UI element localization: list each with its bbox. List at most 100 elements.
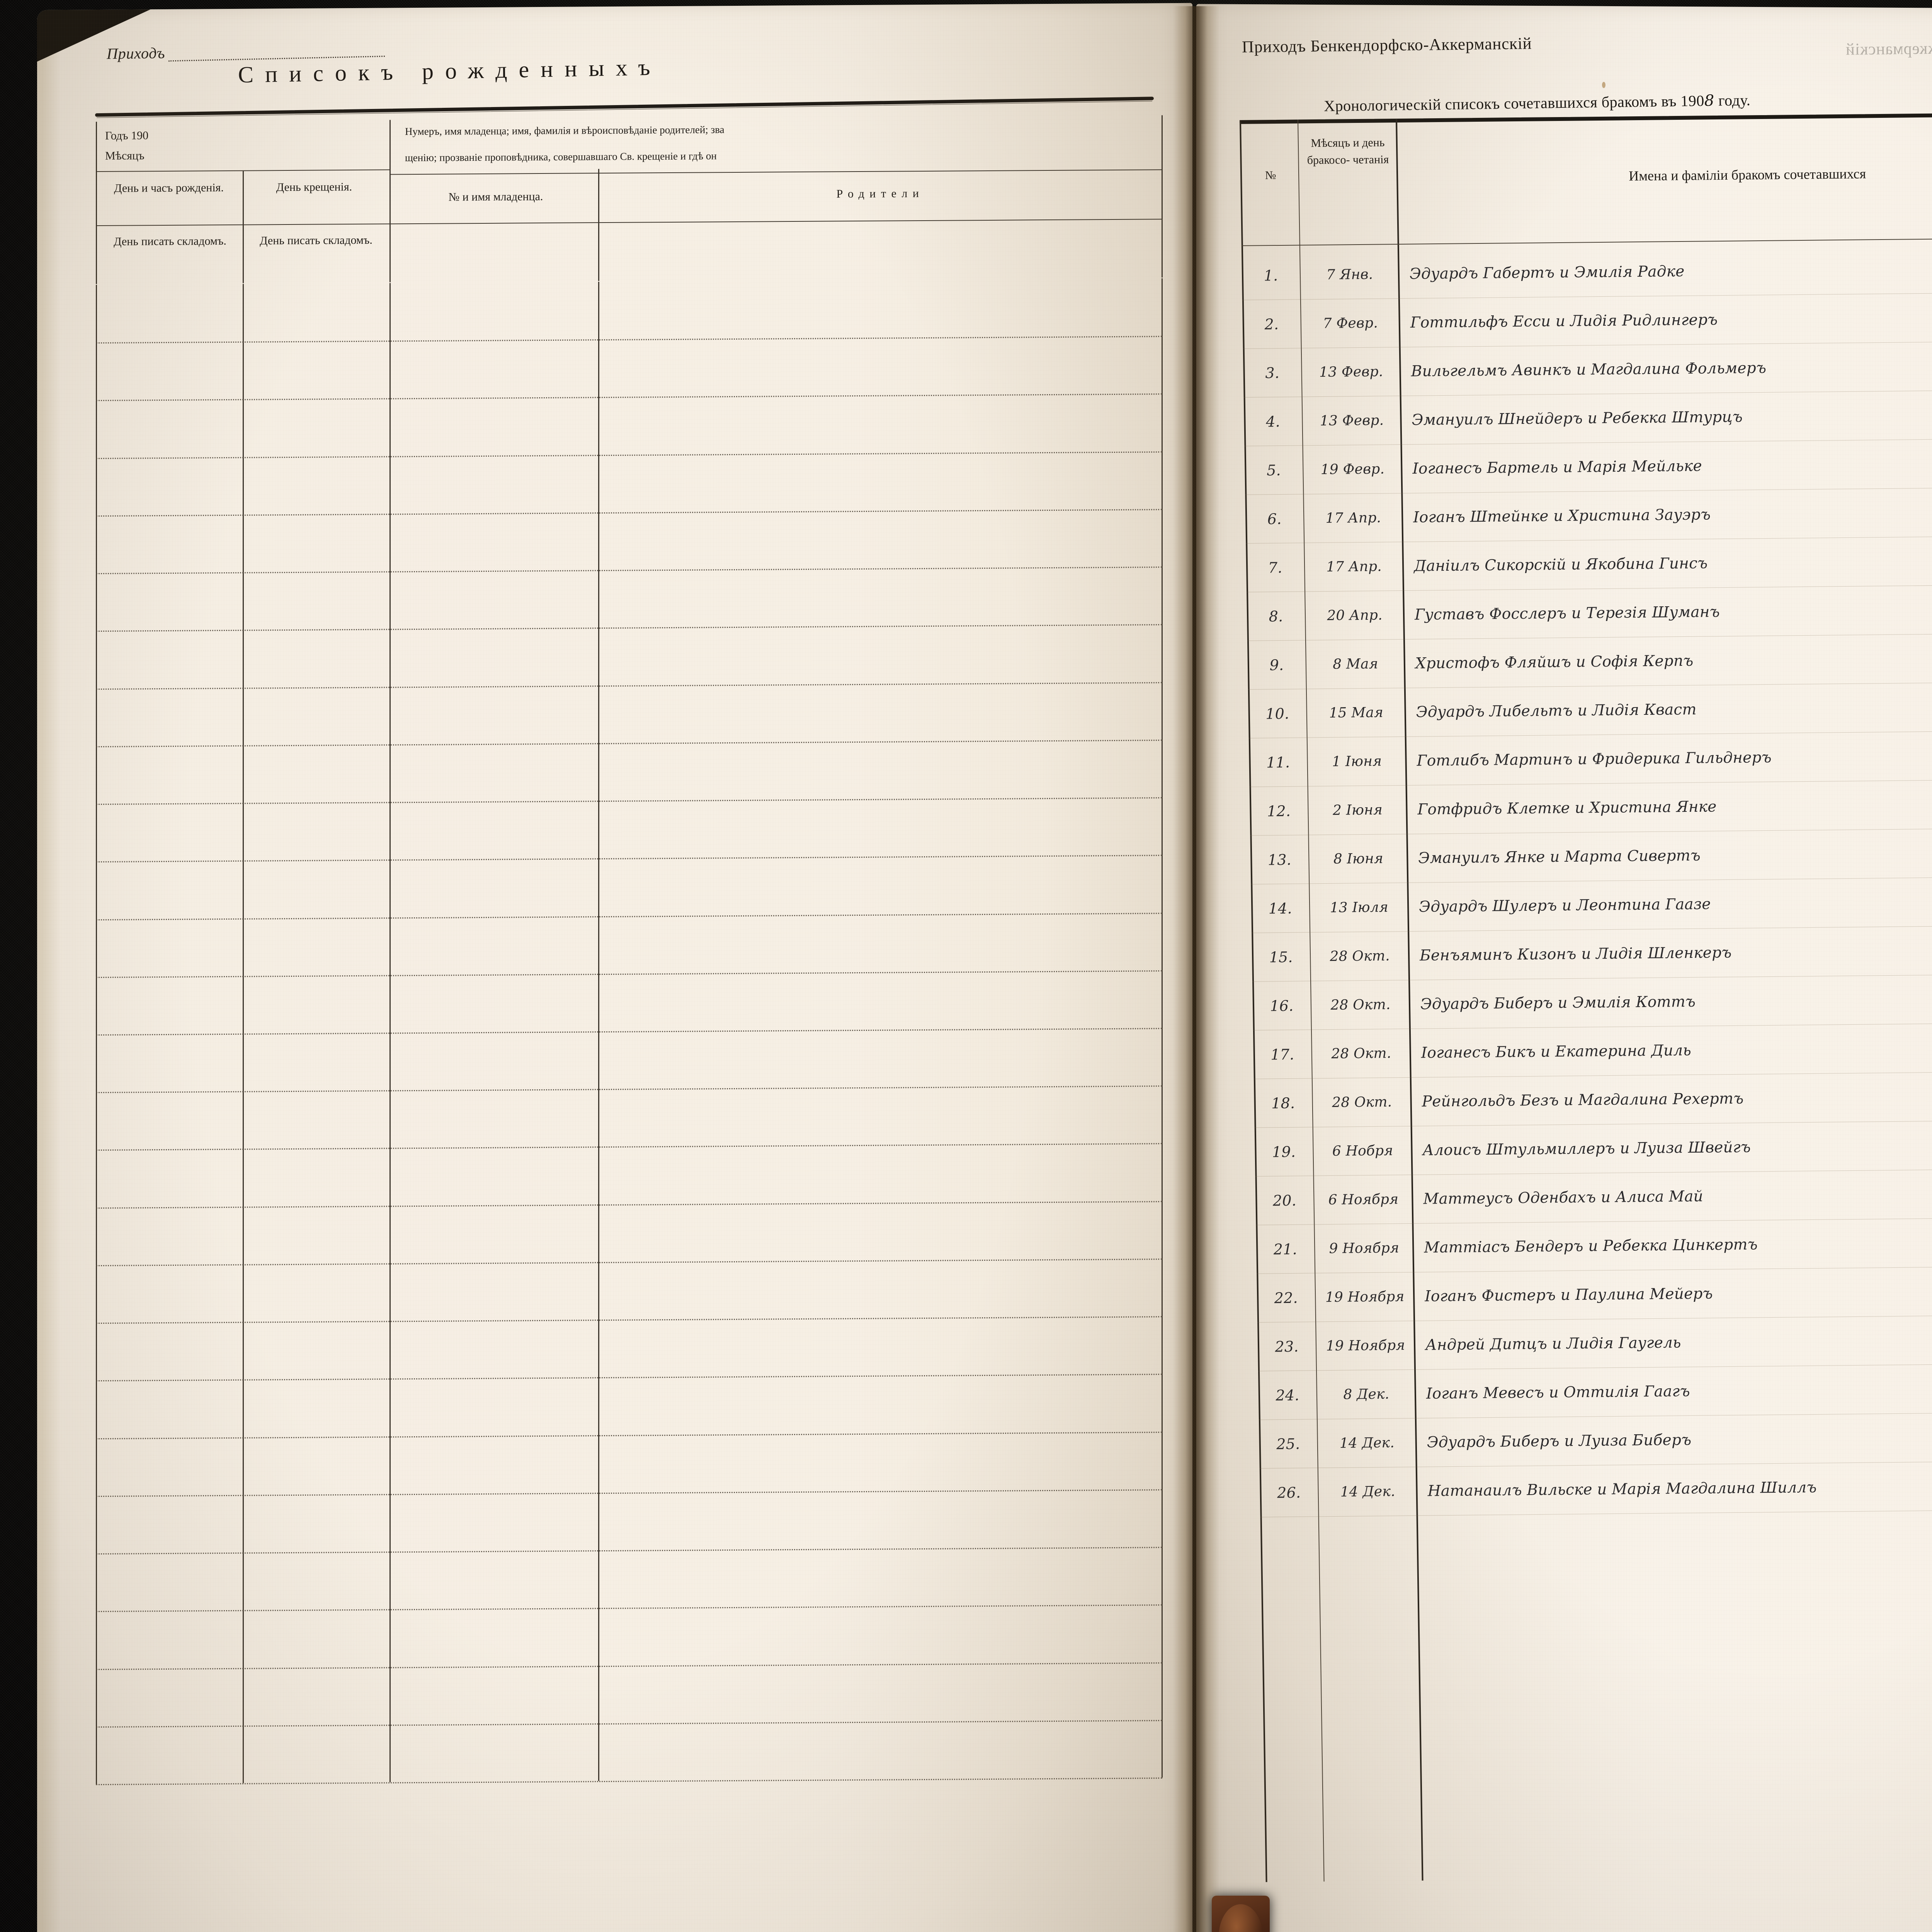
left-header-parents: Родители [610, 183, 1151, 204]
right-parish-line: Приходъ Бенкендорфско-Аккерманскій [1242, 34, 1532, 56]
cell-entry-number: 22. [1257, 1273, 1315, 1322]
cell-marriage-date: 9 Ноября [1315, 1224, 1413, 1273]
left-blank-row-rule [96, 451, 1162, 459]
left-col-div-1 [243, 171, 244, 225]
cell-marriage-date: 19 Ноября [1317, 1321, 1414, 1371]
left-blank-row-rule [96, 1143, 1162, 1151]
cell-marriage-date: 19 Ноября [1316, 1272, 1413, 1322]
left-blank-row-rule [96, 1432, 1162, 1439]
cell-marriage-date: 2 Іюня [1309, 786, 1406, 835]
left-wd-div-4 [1162, 219, 1163, 277]
cell-marriage-date: 8 Дек. [1318, 1370, 1415, 1419]
left-head-divider-2 [389, 169, 1162, 175]
cell-entry-number: 8. [1247, 592, 1305, 641]
cell-marriage-date: 13 Февр. [1303, 347, 1400, 397]
left-blank-row-rule [96, 1605, 1162, 1612]
left-col-div-4 [1162, 115, 1163, 219]
left-wd-div-2 [389, 224, 391, 282]
left-header-child-no-name: № и имя младенца. [401, 187, 590, 206]
cell-entry-number: 3. [1243, 348, 1302, 397]
left-blank-row-rule [96, 509, 1162, 517]
cell-couple-names: Бенъяминъ Кизонъ и Лидія Шленкеръ [1409, 925, 1932, 980]
left-title-rule [95, 97, 1154, 117]
left-blank-row-rule [96, 913, 1162, 920]
cell-entry-number: 4. [1244, 397, 1303, 446]
left-col-div-2 [389, 120, 391, 224]
cell-entry-number: 6. [1245, 494, 1304, 543]
cell-marriage-date: 13 Іюля [1310, 883, 1408, 932]
left-blank-row-rule [96, 1259, 1162, 1266]
left-blank-row-rule [96, 970, 1162, 978]
spine-foot [1212, 1896, 1270, 1932]
cell-couple-names: Эдуардъ Биберъ и Эмилія Коттъ [1410, 974, 1932, 1029]
cell-marriage-date: 17 Апр. [1304, 493, 1402, 543]
book-scan: Приходъ Списокъ рожденныхъ Годъ 190 Мѣся… [0, 0, 1932, 1932]
right-page: Приходъ Бенкендорфско-Аккерманскій Прихо… [1196, 4, 1932, 1932]
cell-couple-names: Готфридъ Клетке и Христина Янке [1407, 779, 1932, 834]
cell-entry-number: 12. [1250, 786, 1308, 835]
left-blank-row-rule [96, 1201, 1162, 1209]
left-blank-row-rule [96, 1489, 1162, 1497]
cell-entry-number: 15. [1252, 932, 1310, 981]
cell-marriage-date: 14 Дек. [1318, 1418, 1416, 1468]
left-writeday-row: День писать складомъ. День писать складо… [96, 219, 1162, 284]
left-blank-row-rule [96, 394, 1162, 401]
cell-entry-number: 17. [1253, 1030, 1312, 1079]
cell-couple-names: Андрей Дитцъ и Лидія Гаугель [1415, 1315, 1932, 1370]
left-blank-row-rule [96, 855, 1162, 863]
cell-marriage-date: 20 Апр. [1306, 591, 1403, 640]
cell-entry-number: 1. [1242, 251, 1300, 300]
left-write-day-1: День писать складомъ. [103, 232, 237, 251]
cell-couple-names: Готтильфъ Есси и Лидія Ридлингеръ [1400, 292, 1932, 347]
cell-couple-names: Алоисъ Штульмиллеръ и Луиза Швейгъ [1412, 1120, 1932, 1175]
cell-entry-number: 24. [1258, 1371, 1317, 1420]
left-header-baptism-day: День крещенія. [250, 178, 378, 197]
cell-marriage-date: 1 Іюня [1308, 737, 1406, 786]
cell-entry-number: 20. [1255, 1176, 1314, 1225]
left-wd-div-3 [598, 223, 599, 281]
left-wd-div-1 [243, 225, 244, 283]
left-blank-row-rule [96, 624, 1162, 632]
cell-couple-names: Іоганъ Фистеръ и Паулина Мейеръ [1414, 1266, 1932, 1321]
cell-marriage-date: 28 Окт. [1313, 1078, 1411, 1127]
cell-entry-number: 9. [1247, 640, 1306, 689]
cell-marriage-date: 7 Янв. [1301, 250, 1398, 299]
right-subtitle-year-digit: 8 [1704, 92, 1714, 110]
cell-couple-names: Густавъ Фосслеръ и Терезія Шуманъ [1404, 584, 1932, 639]
cell-entry-number: 16. [1252, 981, 1311, 1030]
cell-entry-number: 26. [1260, 1468, 1318, 1517]
left-blank-row-rule [96, 1720, 1162, 1728]
cell-couple-names: Готлибъ Мартинъ и Фридерика Гильднеръ [1406, 730, 1932, 786]
cell-marriage-date: 14 Дек. [1319, 1467, 1417, 1517]
left-blank-grid [96, 278, 1162, 1784]
cell-marriage-date: 28 Окт. [1311, 932, 1408, 981]
cell-entry-number: 14. [1251, 884, 1310, 933]
left-blank-row-rule [96, 682, 1162, 690]
left-blank-row-rule [96, 1662, 1162, 1670]
col-header-names: Имена и фаміліи бракомъ сочетавшихся [1400, 162, 1932, 188]
cell-couple-names: Эдуардъ Либельтъ и Лидія Кваст [1406, 682, 1932, 737]
cell-marriage-date: 17 Апр. [1305, 542, 1403, 592]
cell-entry-number: 25. [1259, 1419, 1318, 1468]
cell-marriage-date: 8 Мая [1307, 639, 1404, 689]
left-page-title: Списокъ рожденныхъ [238, 54, 662, 88]
left-blank-row-rule [96, 1374, 1162, 1382]
table-row[interactable]: 1.7 Янв.Эдуардъ Габертъ и Эмилія Радке№ … [1242, 241, 1932, 300]
cell-entry-number: 5. [1245, 446, 1303, 495]
cell-couple-names: Маттеусъ Оденбахъ и Алиса Май [1413, 1168, 1932, 1224]
ink-speck [1602, 82, 1605, 88]
cell-marriage-date: 7 Февр. [1302, 299, 1399, 348]
left-blank-row-rule [96, 336, 1162, 344]
cell-entry-number: 21. [1256, 1225, 1315, 1274]
cell-couple-names: Іоганъ Мевесъ и Оттилія Гаагъ [1416, 1363, 1932, 1418]
cell-couple-names: Даніилъ Сикорскій и Якобина Гинсъ [1403, 536, 1932, 591]
right-subtitle: Хронологическій списокъ сочетавшихся бра… [1324, 91, 1751, 115]
cell-entry-number: 18. [1254, 1078, 1313, 1128]
cell-marriage-date: 28 Окт. [1313, 1029, 1410, 1078]
cell-marriage-date: 8 Іюня [1310, 834, 1407, 884]
left-blank-row-rule [96, 797, 1162, 805]
cell-couple-names: Эмануилъ Шнейдеръ и Ребекка Штурцъ [1401, 389, 1932, 445]
left-blank-row-rule [96, 1085, 1162, 1093]
left-header-block: Годъ 190 Мѣсяцъ День и часъ рожденія. Де… [96, 115, 1162, 226]
marriage-table: № Мѣсяцъ и день бракосо- четанія Имена и… [1240, 110, 1932, 1882]
